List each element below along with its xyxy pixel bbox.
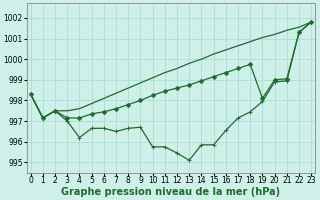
- X-axis label: Graphe pression niveau de la mer (hPa): Graphe pression niveau de la mer (hPa): [61, 187, 281, 197]
